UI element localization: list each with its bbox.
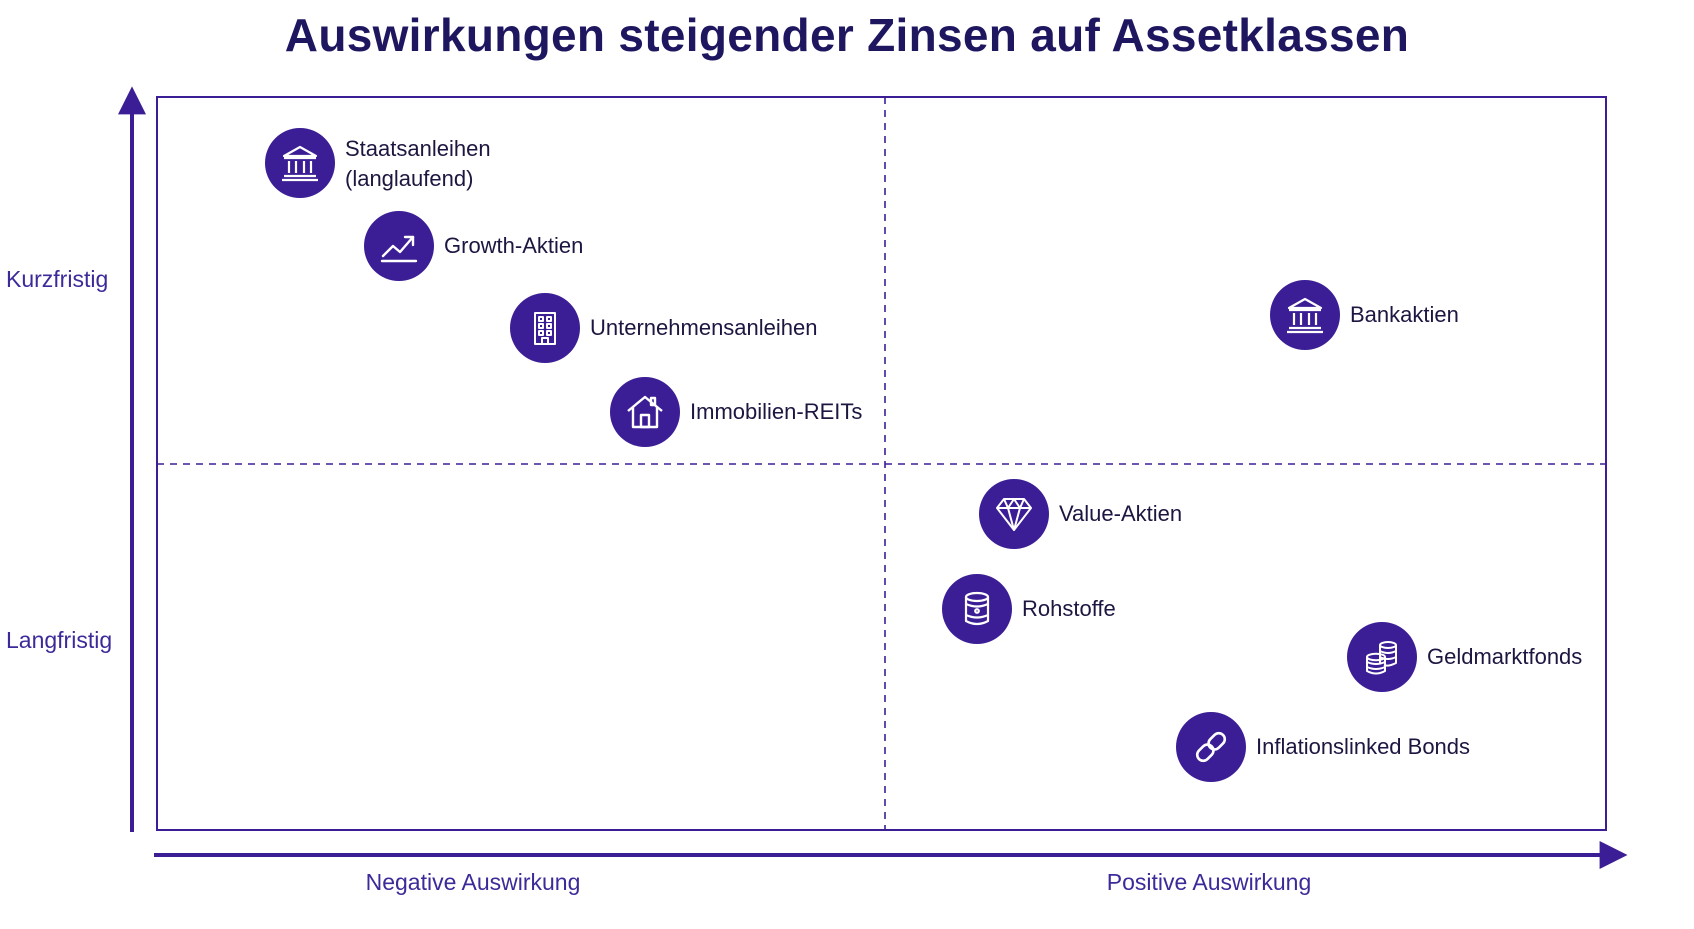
- office-building-icon: [510, 293, 580, 363]
- coin-stack-icon: [1347, 622, 1417, 692]
- y-axis-label-long-term: Langfristig: [6, 627, 113, 653]
- house-icon: [610, 377, 680, 447]
- x-axis-label-negative: Negative Auswirkung: [365, 869, 581, 895]
- asset-label: Inflationslinked Bonds: [1256, 734, 1471, 759]
- asset-label: Value-Aktien: [1059, 501, 1183, 526]
- asset-bankaktien: Bankaktien: [1270, 280, 1459, 350]
- asset-growth-aktien: Growth-Aktien: [364, 211, 583, 281]
- asset-label: Immobilien-REITs: [690, 399, 863, 424]
- asset-unternehmensanleihen: Unternehmensanleihen: [510, 293, 818, 363]
- asset-label: Unternehmensanleihen: [590, 315, 818, 340]
- asset-label-line2: (langlaufend): [345, 166, 474, 191]
- asset-value-aktien: Value-Aktien: [979, 479, 1182, 549]
- trend-chart-icon: [364, 211, 434, 281]
- asset-geldmarktfonds: Geldmarktfonds: [1347, 622, 1582, 692]
- x-axis-label-positive: Positive Auswirkung: [1106, 869, 1312, 895]
- asset-label: Growth-Aktien: [444, 233, 584, 258]
- asset-label: Staatsanleihen (langlaufend): [345, 134, 491, 194]
- bank-icon: [1270, 280, 1340, 350]
- asset-label: Rohstoffe: [1022, 596, 1116, 621]
- barrel-icon: [942, 574, 1012, 644]
- asset-label-line1: Staatsanleihen: [345, 136, 491, 161]
- bank-icon: [265, 128, 335, 198]
- asset-inflationslinked-bonds: Inflationslinked Bonds: [1176, 712, 1470, 782]
- asset-label: Geldmarktfonds: [1427, 644, 1583, 669]
- chain-link-icon: [1176, 712, 1246, 782]
- asset-staatsanleihen: Staatsanleihen (langlaufend): [265, 128, 491, 198]
- asset-label: Bankaktien: [1350, 302, 1459, 327]
- asset-rohstoffe: Rohstoffe: [942, 574, 1116, 644]
- diamond-icon: [979, 479, 1049, 549]
- chart-title: Auswirkungen steigender Zinsen auf Asset…: [284, 9, 1410, 61]
- y-axis-label-short-term: Kurzfristig: [6, 266, 109, 292]
- asset-immobilien-reits: Immobilien-REITs: [610, 377, 862, 447]
